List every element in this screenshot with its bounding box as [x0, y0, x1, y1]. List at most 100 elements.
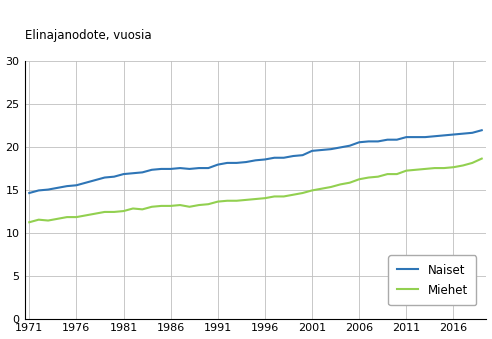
- Naiset: [460, 132, 466, 136]
- Naiset: [196, 166, 202, 170]
- Miehet: [309, 188, 315, 193]
- Naiset: [479, 128, 485, 132]
- Miehet: [158, 204, 164, 208]
- Miehet: [460, 163, 466, 167]
- Miehet: [422, 167, 428, 171]
- Naiset: [36, 188, 42, 193]
- Miehet: [111, 210, 117, 214]
- Naiset: [290, 154, 296, 158]
- Miehet: [338, 182, 343, 186]
- Miehet: [64, 215, 70, 219]
- Naiset: [441, 133, 447, 137]
- Miehet: [26, 220, 32, 224]
- Naiset: [177, 166, 183, 170]
- Naiset: [375, 139, 381, 143]
- Naiset: [281, 156, 287, 160]
- Naiset: [385, 138, 391, 142]
- Miehet: [272, 195, 277, 199]
- Naiset: [403, 135, 409, 139]
- Naiset: [272, 156, 277, 160]
- Miehet: [479, 157, 485, 161]
- Naiset: [139, 170, 145, 174]
- Miehet: [300, 191, 306, 195]
- Naiset: [111, 175, 117, 179]
- Naiset: [469, 131, 475, 135]
- Naiset: [215, 163, 221, 167]
- Miehet: [92, 212, 98, 216]
- Naiset: [121, 172, 126, 176]
- Miehet: [347, 181, 353, 185]
- Naiset: [300, 153, 306, 157]
- Naiset: [394, 138, 400, 142]
- Naiset: [73, 183, 79, 187]
- Miehet: [234, 199, 240, 203]
- Miehet: [451, 165, 457, 169]
- Miehet: [205, 202, 211, 206]
- Naiset: [309, 149, 315, 153]
- Miehet: [45, 219, 51, 223]
- Miehet: [130, 206, 136, 211]
- Miehet: [55, 217, 61, 221]
- Naiset: [318, 148, 324, 152]
- Miehet: [403, 168, 409, 173]
- Miehet: [469, 161, 475, 165]
- Miehet: [168, 204, 174, 208]
- Miehet: [441, 166, 447, 170]
- Naiset: [431, 134, 437, 138]
- Miehet: [121, 209, 126, 213]
- Naiset: [338, 145, 343, 149]
- Naiset: [413, 135, 419, 139]
- Miehet: [318, 187, 324, 191]
- Miehet: [431, 166, 437, 170]
- Miehet: [36, 218, 42, 222]
- Naiset: [64, 184, 70, 188]
- Miehet: [149, 205, 155, 209]
- Naiset: [224, 161, 230, 165]
- Miehet: [186, 205, 192, 209]
- Naiset: [262, 157, 268, 161]
- Naiset: [205, 166, 211, 170]
- Text: Elinajanodote, vuosia: Elinajanodote, vuosia: [25, 29, 151, 42]
- Miehet: [328, 185, 334, 189]
- Miehet: [224, 199, 230, 203]
- Naiset: [366, 139, 371, 143]
- Naiset: [102, 176, 108, 180]
- Naiset: [45, 187, 51, 192]
- Miehet: [252, 197, 258, 201]
- Line: Naiset: Naiset: [29, 130, 482, 193]
- Naiset: [328, 147, 334, 151]
- Miehet: [196, 203, 202, 207]
- Naiset: [234, 161, 240, 165]
- Naiset: [347, 144, 353, 148]
- Naiset: [243, 160, 249, 164]
- Miehet: [366, 176, 371, 180]
- Naiset: [451, 133, 457, 137]
- Miehet: [413, 168, 419, 172]
- Miehet: [262, 196, 268, 200]
- Miehet: [394, 172, 400, 176]
- Legend: Naiset, Miehet: Naiset, Miehet: [389, 255, 476, 305]
- Naiset: [186, 167, 192, 171]
- Naiset: [92, 178, 98, 182]
- Line: Miehet: Miehet: [29, 159, 482, 222]
- Miehet: [290, 193, 296, 197]
- Naiset: [130, 171, 136, 175]
- Naiset: [26, 191, 32, 195]
- Naiset: [149, 168, 155, 172]
- Miehet: [375, 175, 381, 179]
- Miehet: [356, 177, 362, 181]
- Naiset: [168, 167, 174, 171]
- Miehet: [83, 213, 89, 217]
- Miehet: [215, 200, 221, 204]
- Naiset: [83, 181, 89, 185]
- Naiset: [356, 140, 362, 144]
- Miehet: [139, 207, 145, 212]
- Naiset: [158, 167, 164, 171]
- Miehet: [281, 195, 287, 199]
- Naiset: [252, 158, 258, 162]
- Miehet: [102, 210, 108, 214]
- Miehet: [243, 198, 249, 202]
- Miehet: [177, 203, 183, 207]
- Miehet: [73, 215, 79, 219]
- Naiset: [55, 186, 61, 190]
